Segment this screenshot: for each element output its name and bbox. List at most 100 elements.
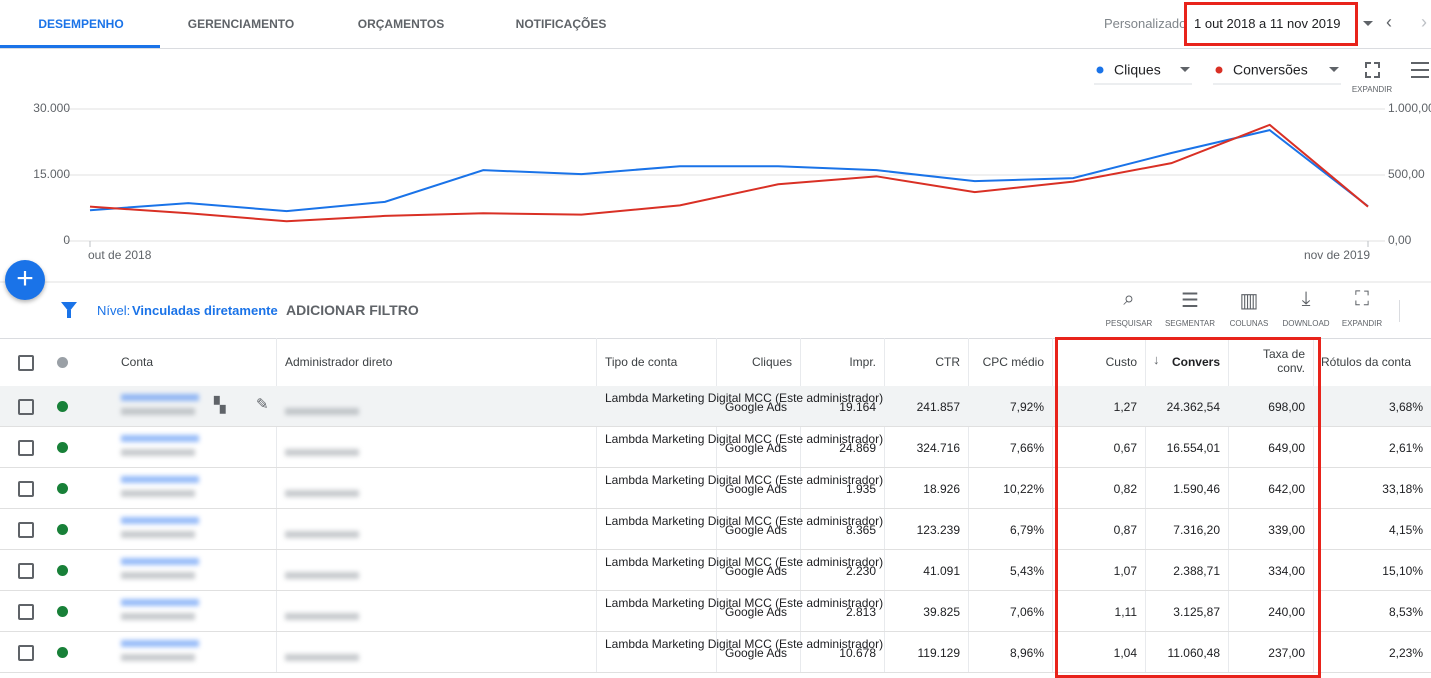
account-id-redacted [121, 654, 195, 661]
cell: 8.365 [845, 523, 876, 537]
account-id-redacted [121, 572, 195, 579]
account-id-redacted [121, 408, 195, 415]
toolbar-icon[interactable]: ⤓ [1301, 288, 1311, 310]
cell: 2,61% [1388, 441, 1423, 455]
checkbox[interactable] [18, 355, 34, 371]
toolbar-icon[interactable]: ⛶ [1355, 288, 1369, 310]
admin-id-redacted [285, 531, 359, 538]
column-header[interactable]: Rótulos da conta [1321, 355, 1412, 369]
checkbox[interactable] [18, 481, 34, 497]
filter-icon[interactable] [61, 302, 77, 312]
dropdown-arrow[interactable] [1363, 21, 1373, 26]
cell: Lambda Marketing Digital MCC (Este admin… [605, 596, 884, 610]
cell: 5,43% [1009, 564, 1044, 578]
filter-level-label: Nível: [97, 303, 131, 318]
cell: 18.926 [923, 482, 960, 496]
tab[interactable]: ORÇAMENTOS [357, 17, 445, 31]
table-row [0, 591, 1431, 632]
cell: 339,00 [1268, 523, 1305, 537]
account-name-redacted [121, 394, 199, 401]
account-id-redacted [121, 531, 195, 538]
cell: Lambda Marketing Digital MCC (Este admin… [605, 432, 884, 446]
cell: 39.825 [923, 605, 960, 619]
column-header[interactable]: Conta [121, 355, 154, 369]
toolbar-icon[interactable]: ⌕ [1123, 288, 1135, 310]
expand-icon [1365, 62, 1380, 78]
cell: 324.716 [916, 441, 960, 455]
cell: Lambda Marketing Digital MCC (Este admin… [605, 555, 884, 569]
tab[interactable]: DESEMPENHO [38, 17, 124, 31]
column-separator [1052, 338, 1053, 672]
y2-tick-label: 0,00 [1388, 233, 1412, 247]
column-header[interactable]: Cliques [751, 355, 792, 369]
column-header[interactable]: Tipo de conta [605, 355, 678, 369]
account-name-redacted [121, 517, 199, 524]
column-header[interactable]: CPC médio [982, 355, 1044, 369]
date-range[interactable]: 1 out 2018 a 11 nov 2019 [1194, 16, 1341, 31]
cell: Lambda Marketing Digital MCC (Este admin… [605, 391, 884, 405]
cell: 649,00 [1268, 441, 1305, 455]
cell: 16.554,01 [1166, 441, 1220, 455]
column-header[interactable]: Administrador direto [285, 355, 393, 369]
table-row [0, 386, 1431, 427]
toolbar-icon[interactable]: ▥ [1239, 290, 1259, 312]
cell: 241.857 [916, 400, 960, 414]
cell: Google Ads [725, 646, 788, 660]
cell: 642,00 [1268, 482, 1305, 496]
cell: 8,53% [1388, 605, 1423, 619]
column-header[interactable]: Convers [1171, 355, 1220, 369]
filter-level[interactable]: Vinculadas diretamente [132, 303, 278, 318]
checkbox[interactable] [18, 399, 34, 415]
cell: 1,07 [1113, 564, 1137, 578]
edit-icon[interactable]: ✎ [256, 396, 269, 413]
cell: 1.590,46 [1173, 482, 1220, 496]
legend-dropdown[interactable] [1180, 67, 1190, 72]
tab[interactable]: GERENCIAMENTO [187, 17, 295, 31]
column-header[interactable]: CTR [935, 355, 960, 369]
cell: 10.678 [839, 646, 876, 660]
table: Conta Administrador direto Tipo de conta Cl… [0, 338, 1431, 678]
divider [1399, 300, 1400, 322]
column-separator [596, 338, 597, 672]
chart: 0 15.000 30.000 0,00 500,00 1.000,00 out de 20… [0, 49, 1431, 283]
column-separator [1228, 338, 1229, 672]
status-dot [57, 401, 68, 412]
cell: Google Ads [725, 441, 788, 455]
column-separator [716, 338, 717, 672]
admin-id-redacted [285, 572, 359, 579]
next-button[interactable]: › [1421, 12, 1427, 32]
column-header[interactable]: Impr. [849, 355, 876, 369]
prev-button[interactable]: ‹ [1386, 12, 1392, 32]
add-button[interactable]: + [5, 260, 45, 300]
account-name-redacted [121, 640, 199, 647]
cell: 7,92% [1009, 400, 1044, 414]
account-id-redacted [121, 449, 195, 456]
cell: Google Ads [725, 564, 788, 578]
cell: 119.129 [917, 646, 961, 660]
checkbox[interactable] [18, 604, 34, 620]
hierarchy-icon[interactable]: ▚ [214, 397, 226, 414]
checkbox[interactable] [18, 563, 34, 579]
legend-dropdown[interactable] [1329, 67, 1339, 72]
checkbox[interactable] [18, 440, 34, 456]
cell: Google Ads [725, 482, 788, 496]
toolbar-label: DOWNLOAD [1282, 319, 1330, 328]
cell: 2.388,71 [1173, 564, 1220, 578]
cell: 15,10% [1382, 564, 1423, 578]
y-tick-label: 15.000 [33, 167, 70, 181]
checkbox[interactable] [18, 522, 34, 538]
admin-id-redacted [285, 490, 359, 497]
cell: 237,00 [1268, 646, 1305, 660]
tab[interactable]: NOTIFICAÇÕES [515, 17, 607, 31]
line [89, 129, 1369, 213]
toolbar-label: SEGMENTAR [1164, 319, 1216, 328]
add-filter[interactable]: ADICIONAR FILTRO [286, 302, 419, 318]
admin-id-redacted [285, 449, 359, 456]
highlight-box [1055, 337, 1321, 678]
toolbar-icon[interactable]: ☰ [1181, 290, 1199, 312]
checkbox[interactable] [18, 645, 34, 661]
column-header[interactable]: Custo [1105, 355, 1137, 369]
cell: 7,06% [1009, 605, 1044, 619]
status-dot [57, 565, 68, 576]
column-header[interactable]: Taxa de conv. [1262, 347, 1305, 375]
